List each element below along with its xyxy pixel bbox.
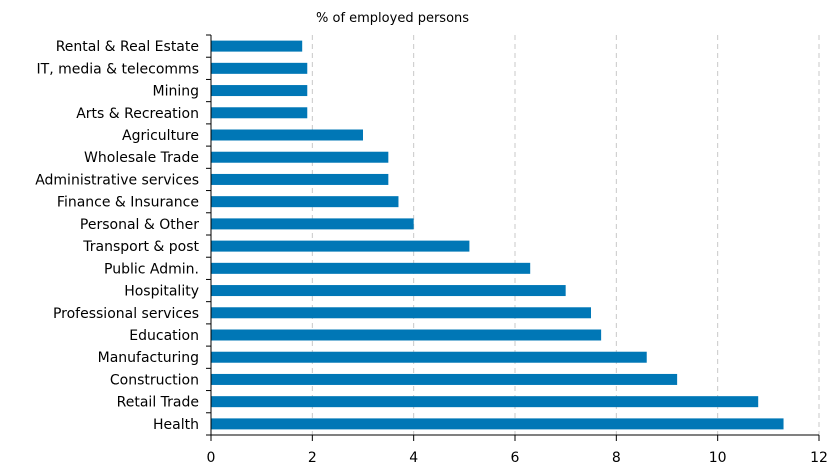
x-tick-label: 6 xyxy=(511,450,520,466)
bar xyxy=(211,173,389,185)
category-label: Personal & Other xyxy=(80,217,199,233)
bars xyxy=(211,40,784,430)
bar xyxy=(211,151,389,163)
category-label: Mining xyxy=(153,84,200,100)
category-label: Transport & post xyxy=(82,239,199,255)
bar xyxy=(211,40,303,52)
bar xyxy=(211,373,678,385)
bar xyxy=(211,240,470,252)
category-label: Public Admin. xyxy=(104,261,199,277)
category-label: Finance & Insurance xyxy=(57,195,199,211)
x-tick-label: 4 xyxy=(409,450,418,466)
bar xyxy=(211,285,566,297)
category-labels: Rental & Real Estate IT, media & telecomm… xyxy=(35,39,199,433)
axes xyxy=(206,34,820,441)
category-label: Arts & Recreation xyxy=(76,106,199,122)
category-label: Education xyxy=(129,328,199,344)
bar xyxy=(211,418,784,430)
category-label: Hospitality xyxy=(124,284,199,300)
category-label: Health xyxy=(153,417,199,433)
unit-label: % of employed persons xyxy=(316,11,469,26)
bar xyxy=(211,62,308,74)
bar xyxy=(211,85,308,97)
x-tick-label: 8 xyxy=(612,450,621,466)
x-tick-label: 10 xyxy=(709,450,727,466)
bar xyxy=(211,262,531,274)
x-tick-label: 0 xyxy=(207,450,216,466)
category-label: Retail Trade xyxy=(117,395,199,411)
category-label: Manufacturing xyxy=(98,350,199,366)
bar xyxy=(211,218,414,230)
category-label: Professional services xyxy=(53,306,199,322)
x-tick-labels: 0 2 4 6 8 10 12 xyxy=(207,450,828,466)
category-label: Rental & Real Estate xyxy=(56,39,199,55)
bar xyxy=(211,196,399,208)
category-label: Administrative services xyxy=(35,172,199,188)
bar xyxy=(211,396,759,408)
bar xyxy=(211,307,591,319)
gridlines xyxy=(311,35,820,435)
x-tick-label: 2 xyxy=(308,450,317,466)
bar xyxy=(211,129,363,141)
x-tick-label: 12 xyxy=(810,450,828,466)
bar xyxy=(211,351,647,363)
category-label: Construction xyxy=(110,372,199,388)
category-label: Wholesale Trade xyxy=(84,150,199,166)
bar xyxy=(211,329,602,341)
category-label: Agriculture xyxy=(122,128,199,144)
bar xyxy=(211,107,308,119)
category-label: IT, media & telecomms xyxy=(37,61,199,77)
